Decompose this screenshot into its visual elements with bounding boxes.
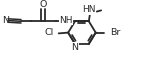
Text: O: O xyxy=(39,0,46,9)
Text: Br: Br xyxy=(110,28,121,37)
Text: Cl: Cl xyxy=(44,28,54,37)
Text: NH: NH xyxy=(59,16,73,25)
Text: N: N xyxy=(71,43,79,51)
Text: HN: HN xyxy=(82,5,96,14)
Text: N: N xyxy=(2,16,9,25)
